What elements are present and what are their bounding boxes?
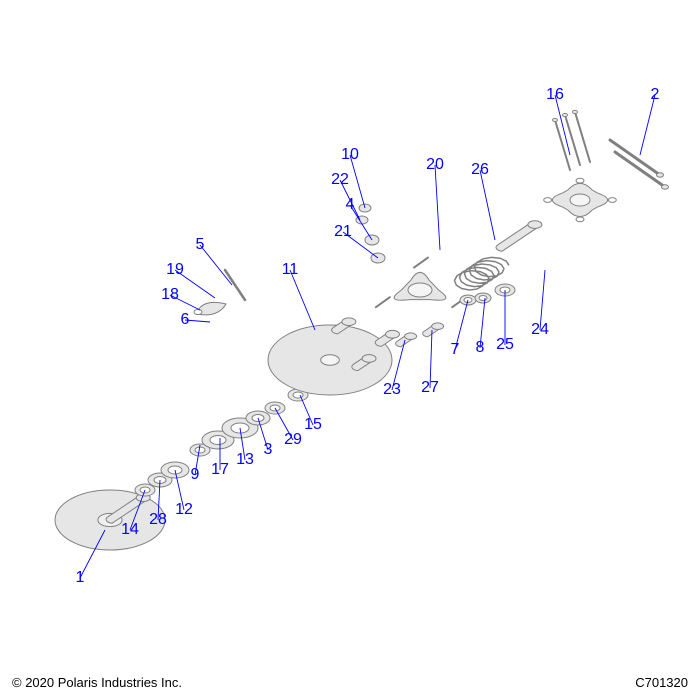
callout-label: 10	[341, 146, 359, 164]
callout-label: 23	[383, 381, 401, 399]
callout-label: 24	[531, 321, 549, 339]
callout-label: 3	[264, 441, 273, 459]
callout-label: 27	[421, 379, 439, 397]
callout-label: 14	[121, 521, 139, 539]
callout-label: 28	[149, 511, 167, 529]
callout-label: 26	[471, 161, 489, 179]
callout-label: 12	[175, 501, 193, 519]
callout-label: 6	[181, 311, 190, 329]
callout-label: 13	[236, 451, 254, 469]
callout-label: 18	[161, 286, 179, 304]
callout-label: 17	[211, 461, 229, 479]
callout-label: 25	[496, 336, 514, 354]
callout-label: 20	[426, 156, 444, 174]
callout-label: 29	[284, 431, 302, 449]
callout-label: 15	[304, 416, 322, 434]
callout-label: 21	[334, 223, 352, 241]
callout-label: 8	[476, 339, 485, 357]
callout-label: 11	[282, 261, 299, 279]
callout-label: 9	[191, 466, 200, 484]
callout-label: 2	[651, 86, 660, 104]
callout-label: 1	[76, 569, 85, 587]
diagram-canvas: 1142812917133291551918611102242123272026…	[0, 0, 700, 700]
copyright-text: © 2020 Polaris Industries Inc.	[12, 675, 182, 690]
callout-label: 5	[196, 236, 205, 254]
callout-label: 16	[546, 86, 564, 104]
callout-label: 19	[166, 261, 184, 279]
callout-label: 22	[331, 171, 349, 189]
callout-label: 7	[451, 341, 460, 359]
callout-label: 4	[346, 196, 355, 214]
drawing-id: C701320	[635, 675, 688, 690]
